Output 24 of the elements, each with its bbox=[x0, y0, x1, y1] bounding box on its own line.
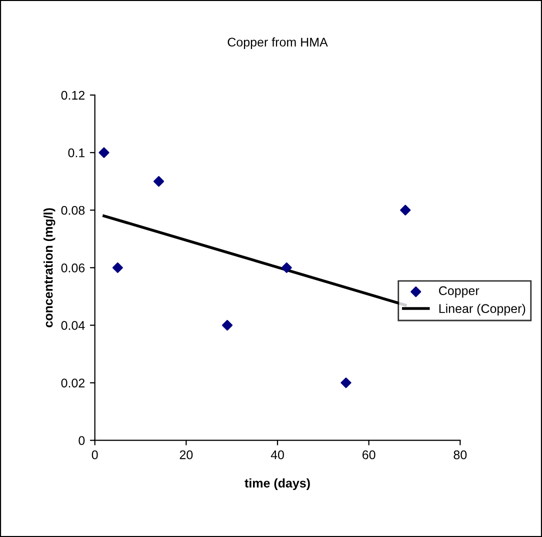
x-axis-title: time (days) bbox=[244, 478, 310, 490]
y-tick-label: 0.06 bbox=[61, 263, 85, 272]
y-tick-label: 0 bbox=[78, 436, 85, 445]
point bbox=[112, 262, 123, 273]
legend-label: Copper bbox=[439, 286, 480, 298]
x-tick-label: 80 bbox=[454, 450, 467, 460]
point bbox=[281, 262, 292, 273]
x-tick-label: 60 bbox=[362, 450, 376, 460]
y-tick-label: 0.12 bbox=[61, 90, 85, 100]
x-tick-label: 20 bbox=[180, 450, 193, 460]
y-tick-label: 0.02 bbox=[61, 378, 85, 388]
legend-label: Linear (Copper) bbox=[439, 304, 526, 316]
point bbox=[222, 320, 233, 331]
y-tick-label: 0.08 bbox=[61, 206, 85, 215]
y-axis-title: concentration (mg/l) bbox=[44, 208, 56, 328]
point bbox=[340, 377, 352, 388]
y-tick-label: 0.04 bbox=[61, 321, 85, 330]
point bbox=[153, 176, 164, 187]
point bbox=[98, 147, 110, 158]
point bbox=[400, 204, 411, 216]
x-tick-label: 40 bbox=[270, 450, 284, 460]
x-tick-label: 0 bbox=[92, 450, 98, 460]
y-tick-label: 0.1 bbox=[68, 148, 85, 158]
chart-title: Copper from HMA bbox=[228, 37, 328, 50]
